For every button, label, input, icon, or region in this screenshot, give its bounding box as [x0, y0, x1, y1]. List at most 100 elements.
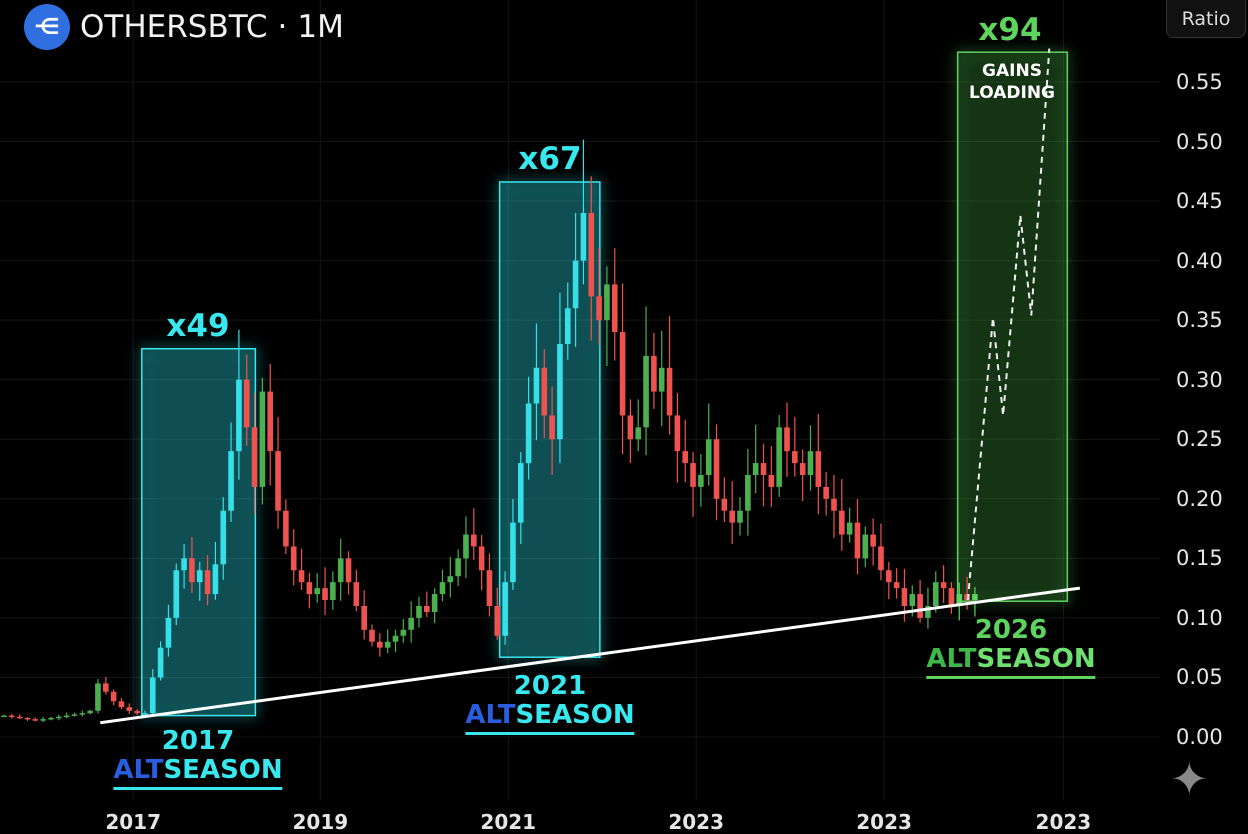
candle-body: [956, 594, 963, 606]
candle-body: [517, 463, 524, 523]
candle-body: [572, 260, 579, 309]
candle-body: [1, 715, 7, 718]
candle-body: [878, 546, 884, 571]
candle-body: [940, 582, 947, 589]
candle-body: [337, 558, 344, 583]
candle-body: [745, 474, 751, 511]
candle-body: [71, 714, 78, 716]
altseason-label-2017: 2017 ALTSEASON: [113, 726, 283, 790]
y-tick-label: 0.10: [1176, 605, 1223, 630]
candle-body: [972, 594, 978, 601]
overlay-lines: [100, 48, 1081, 725]
sparkle-icon: ✦: [1170, 752, 1209, 806]
candle-body: [964, 594, 970, 601]
candle-body: [807, 451, 814, 475]
y-tick-label: 0.05: [1176, 665, 1223, 690]
candle-body: [126, 707, 133, 711]
candle-body: [862, 534, 869, 559]
candle-body: [604, 284, 610, 321]
candle-body: [799, 463, 806, 475]
season-word: SEASON: [163, 755, 283, 785]
candle-body: [181, 558, 187, 571]
candle-body: [142, 713, 148, 715]
x-tick-label: 2017: [105, 810, 162, 834]
candle-body: [134, 710, 140, 714]
candle-body: [494, 605, 501, 636]
candle-body: [502, 582, 508, 636]
support-trendline: [100, 586, 1081, 725]
candle-body: [439, 582, 446, 595]
season-alt: ALT: [465, 700, 516, 730]
candle-body: [56, 716, 62, 719]
candle-body: [831, 498, 837, 511]
candle-body: [353, 582, 360, 606]
projection-path: [966, 48, 1051, 601]
candle-body: [541, 367, 548, 416]
candle-body: [588, 212, 595, 297]
altseason-label-2026: 2026 ALTSEASON: [926, 616, 1096, 679]
note-line-2: LOADING: [969, 83, 1055, 103]
candle-body: [283, 510, 289, 547]
candle-body: [760, 463, 767, 475]
candle-body: [471, 534, 477, 547]
candles: [1, 139, 978, 723]
ratio-scale-button[interactable]: Ratio: [1166, 0, 1246, 38]
candle-body: [768, 474, 775, 487]
candle-body: [400, 629, 407, 636]
candle-body: [901, 588, 908, 606]
candle-body: [643, 355, 649, 428]
candle-body: [314, 588, 320, 595]
symbol-name[interactable]: OTHERSBTC: [80, 9, 268, 45]
candle-body: [651, 355, 657, 392]
candle-body: [776, 427, 782, 487]
candle-body: [267, 391, 274, 452]
candle-body: [173, 570, 180, 618]
season-year: 2017: [161, 726, 235, 756]
candle-body: [549, 415, 555, 440]
candle-body: [510, 522, 516, 583]
candle-body: [48, 717, 54, 720]
candle-body: [369, 629, 375, 642]
candle-body: [204, 570, 211, 595]
candle-body: [196, 570, 203, 583]
candle-body: [737, 510, 743, 523]
title-separator: ·: [277, 9, 288, 45]
candle-body: [682, 451, 689, 464]
y-tick-label: 0.40: [1176, 248, 1223, 273]
season-word: SEASON: [976, 644, 1096, 674]
candle-body: [925, 605, 931, 618]
candle-body: [95, 683, 101, 711]
candle-body: [839, 510, 845, 535]
season-alt: ALT: [926, 644, 977, 674]
candle-body: [690, 463, 696, 487]
y-tick-label: 0.20: [1176, 486, 1223, 511]
candle-body: [823, 486, 829, 499]
candle-body: [885, 570, 892, 583]
candle-body: [674, 415, 681, 452]
candle-body: [165, 617, 172, 648]
candle-body: [463, 534, 469, 559]
candle-body: [846, 522, 853, 535]
candle-body: [306, 582, 313, 595]
symbol-logo-icon: ⋲: [24, 4, 70, 50]
candle-body: [666, 367, 673, 416]
candle-body: [909, 594, 916, 606]
candle-body: [384, 641, 391, 648]
x-tick-label: 2019: [292, 810, 349, 834]
y-tick-label: 0.45: [1176, 189, 1223, 214]
candle-body: [87, 710, 93, 714]
candle-body: [110, 691, 117, 702]
x-tick-label: 2021: [480, 810, 537, 834]
candle-body: [525, 403, 532, 464]
candle-body: [228, 451, 234, 511]
candle-body: [870, 534, 876, 547]
y-tick-label: 0.30: [1176, 367, 1223, 392]
interval-label[interactable]: 1M: [297, 9, 344, 45]
candle-body: [792, 451, 798, 464]
candle-body: [635, 427, 642, 440]
note-line-1: GAINS: [982, 61, 1042, 81]
candle-body: [815, 451, 822, 487]
season-alt: ALT: [113, 755, 164, 785]
candle-body: [298, 570, 305, 583]
